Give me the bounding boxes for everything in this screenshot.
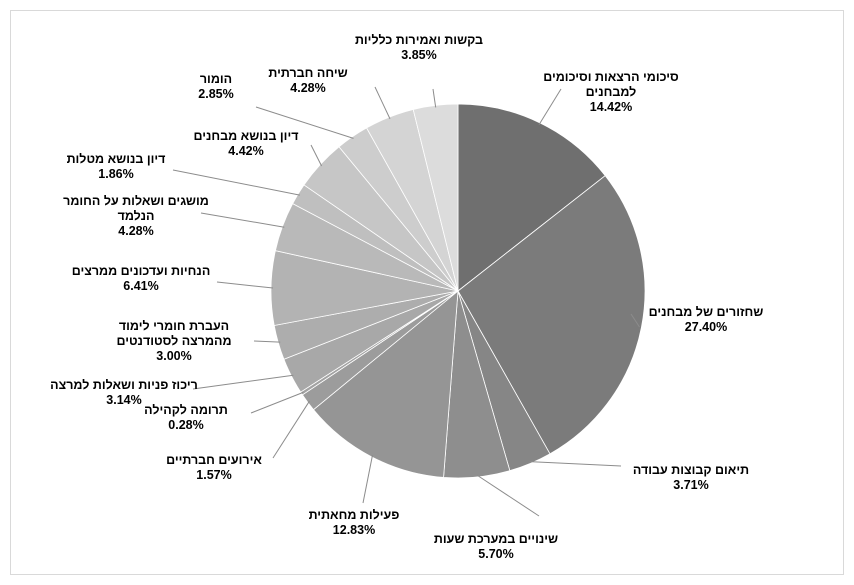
slice-value: 2.85% [198,87,233,101]
leader-line [362,455,373,504]
slice-value: 3.85% [401,48,436,62]
slice-category: למבחנים [586,85,637,99]
slice-value: 4.28% [290,81,325,95]
slice-value: 0.28% [168,418,203,432]
pie-slice [312,290,459,478]
slice-label: שחזורים של מבחנים 27.40% [649,305,764,334]
slice-category: ריכוז פניות ושאלות למרצה [50,378,198,392]
slice-value: 3.14% [106,393,141,407]
slice-category: תרומה לקהילה [144,403,228,417]
slice-category: שיחה חברתית [268,66,347,80]
pie-chart: סיכומי הרצאות וסיכומים למבחנים 14.42% שחזור… [50,33,763,561]
slice-category: הנלמד [118,209,155,223]
leader-line [172,169,300,196]
slice-category: תיאום קבוצות עבודה [633,463,749,477]
slice-category: דיון בנושא מטלות [67,152,166,166]
slice-category: מהמרצה לסטודנטים [116,334,231,348]
slice-value: 6.41% [123,279,158,293]
slice-value: 14.42% [590,100,632,114]
slice-label: העברת חומרי לימוד מהמרצה לסטודנטים 3.00% [116,319,231,363]
slice-category: סיכומי הרצאות וסיכומים [543,70,679,84]
slice-value: 12.83% [333,523,375,537]
slice-category: הומור [200,72,232,86]
leader-line [272,400,310,459]
slice-label: הומור 2.85% [198,72,233,101]
slice-label: הנחיות ועדכונים ממרצים 6.41% [72,264,211,293]
slice-category: שינויים במערכת שעות [434,532,558,546]
leader-line [200,212,285,228]
slice-value: 27.40% [685,320,727,334]
leader-line [630,313,640,328]
slice-value: 4.28% [118,224,153,238]
leader-line [255,106,354,139]
slice-label: תרומה לקהילה 0.28% [144,403,228,432]
slice-label: אירועים חברתיים 1.57% [166,453,262,482]
slice-label: תיאום קבוצות עבודה 3.71% [633,463,749,492]
slice-label: בקשות ואמירות כלליות 3.85% [355,33,483,62]
slice-label: מושגים ושאלות על החומר הנלמד 4.28% [63,194,209,238]
slice-label: דיון בנושא מטלות 1.86% [67,152,166,181]
slice-label: ריכוז פניות ושאלות למרצה 3.14% [50,378,198,407]
leader-line [253,340,281,343]
leader-line [216,281,274,289]
leader-line [432,88,437,108]
leader-line [192,374,294,390]
leader-line [310,144,323,167]
slice-label: פעילות מחאתית 12.83% [309,508,400,537]
slice-category: אירועים חברתיים [166,453,262,467]
slice-label: דיון בנושא מבחנים 4.42% [193,129,298,158]
leader-line [538,88,562,125]
slice-category: שחזורים של מבחנים [649,305,764,319]
leader-lines [172,86,640,517]
pie-slice [457,175,646,455]
slice-value: 5.70% [478,547,513,561]
leader-line [374,86,391,120]
leader-line [529,461,622,467]
chart-frame: סיכומי הרצאות וסיכומים למבחנים 14.42% שחזור… [10,10,844,575]
slice-value: 4.42% [228,144,263,158]
slice-category: הנחיות ועדכונים ממרצים [72,264,211,278]
slice-value: 3.71% [673,478,708,492]
slice-value: 1.86% [98,167,133,181]
leader-line [250,391,304,414]
slice-label: שיחה חברתית 4.28% [268,66,347,95]
slice-category: מושגים ושאלות על החומר [63,194,209,208]
slice-value: 3.00% [156,349,191,363]
pie-slices [270,103,646,479]
slice-category: דיון בנושא מבחנים [193,129,298,143]
data-labels: סיכומי הרצאות וסיכומים למבחנים 14.42% שחזור… [50,33,763,561]
slice-label: סיכומי הרצאות וסיכומים למבחנים 14.42% [543,70,679,114]
slice-category: בקשות ואמירות כלליות [355,33,483,47]
slice-label: שינויים במערכת שעות 5.70% [434,532,558,561]
slice-category: העברת חומרי לימוד [119,319,229,333]
slice-value: 1.57% [196,468,231,482]
slice-category: פעילות מחאתית [309,508,400,522]
leader-line [476,474,540,517]
